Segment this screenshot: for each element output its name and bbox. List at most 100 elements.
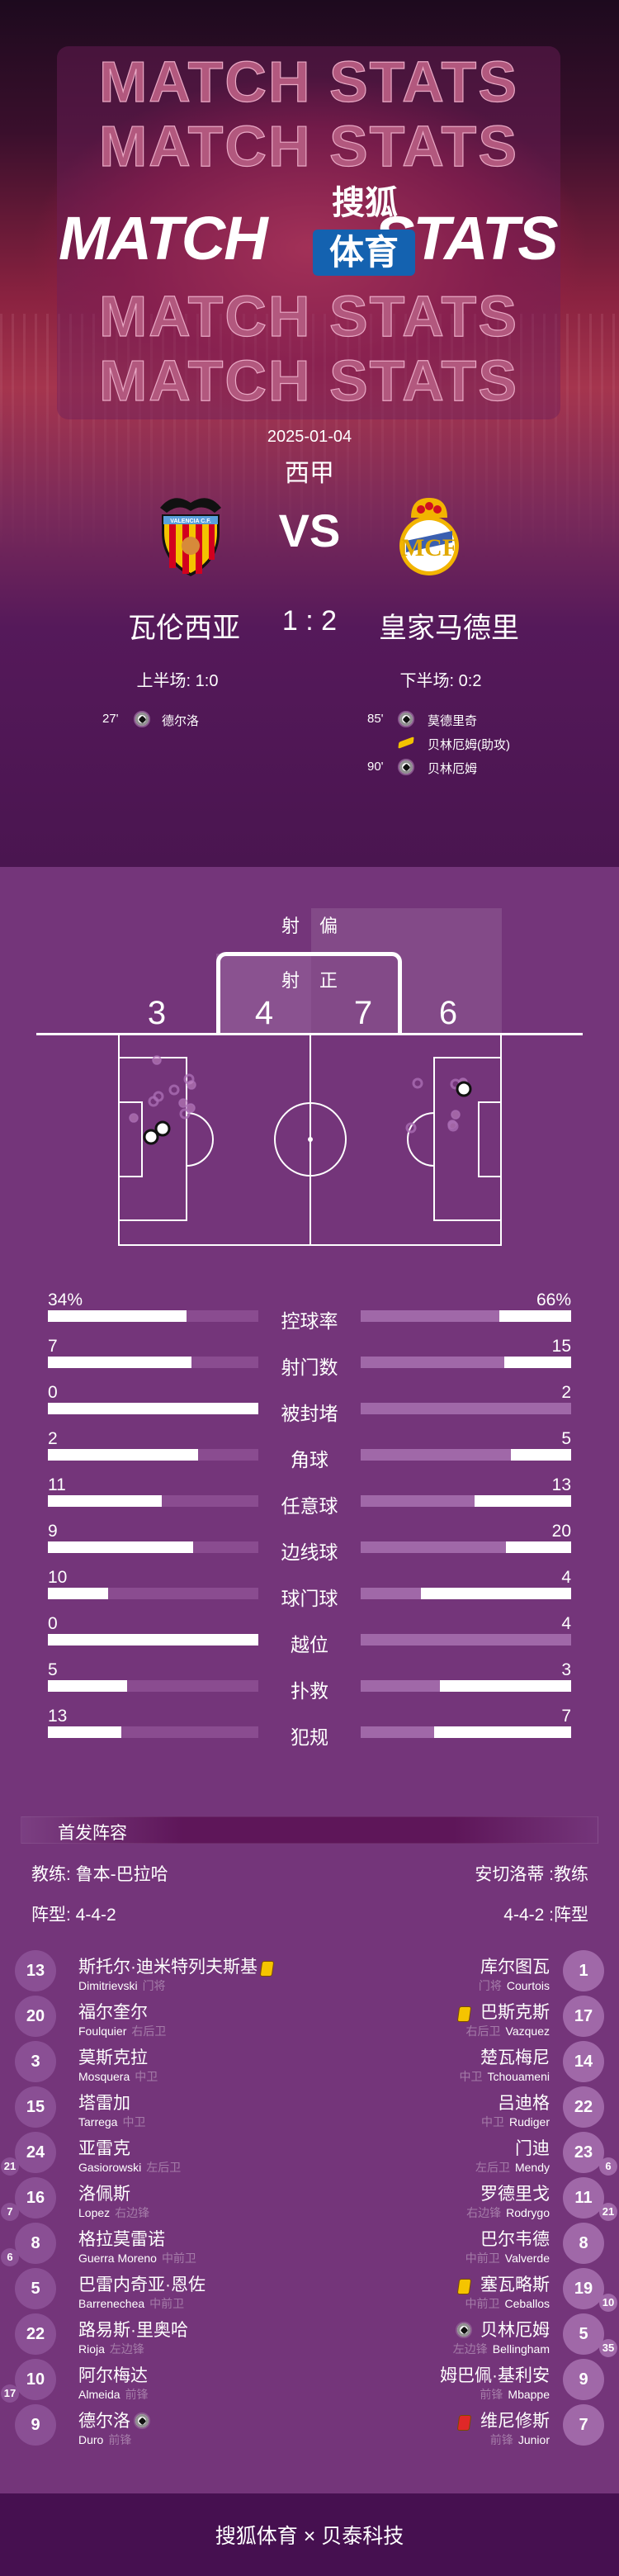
away-stat-value: 13	[551, 1475, 571, 1494]
player-number: 19	[563, 2268, 604, 2309]
away-stat-value: 2	[561, 1383, 571, 1402]
home-stat-value: 34%	[48, 1290, 83, 1309]
player-number: 5	[15, 2268, 56, 2309]
player-english-name: Lopez	[78, 2206, 111, 2219]
shot-marker	[178, 1098, 188, 1108]
away-stat-value: 5	[561, 1429, 571, 1448]
player-position: 门将	[478, 1979, 502, 1992]
player-position: 前锋	[125, 2388, 149, 2401]
player-en-row: 右边锋 Rodrygo	[461, 2204, 550, 2221]
stat-label: 角球	[291, 1449, 328, 1470]
off-target-label: 射偏	[281, 916, 358, 936]
player-name: 莫斯克拉	[78, 2044, 148, 2069]
player-name: 贝林厄姆	[452, 2317, 550, 2342]
goal-ball-icon	[398, 759, 414, 775]
away-goal-area	[478, 1101, 502, 1177]
player-en-row: 门将 Courtois	[474, 1977, 550, 1994]
sohu-logo-text: 搜狐	[332, 185, 398, 221]
first-half-score: 上半场: 1:0	[136, 672, 219, 690]
player-position: 中卫	[480, 2115, 504, 2129]
substitute-number: 21	[599, 2203, 617, 2221]
event-icon-wrap	[134, 2413, 150, 2429]
player-english-name: Bellingham	[492, 2342, 550, 2356]
player-position: 中前卫	[465, 2297, 500, 2310]
away-stat-bar	[361, 1541, 571, 1553]
substitute-number: 6	[599, 2157, 617, 2176]
event-icon-wrap	[456, 2278, 472, 2294]
stat-label: 射门数	[281, 1357, 338, 1378]
away-stat-value: 20	[551, 1522, 571, 1541]
player-number: 15	[15, 2086, 56, 2128]
player-name: 阿尔梅达	[78, 2362, 148, 2387]
player-position: 左边锋	[452, 2342, 488, 2356]
away-stat-fill	[361, 1403, 571, 1414]
away-stat-value: 3	[561, 1660, 571, 1679]
home-stat-fill	[107, 1588, 258, 1599]
player-english-name: Vazquez	[505, 2024, 550, 2038]
player-number: 20	[15, 1996, 56, 2037]
player-name-text: 贝林厄姆	[480, 2321, 550, 2340]
player-name-text: 巴尔韦德	[480, 2230, 550, 2249]
home-stat-fill	[162, 1495, 258, 1507]
stat-label: 扑救	[291, 1680, 328, 1702]
player-en-row: 中前卫 Valverde	[461, 2250, 550, 2266]
player-english-name: Tarrega	[78, 2115, 118, 2129]
player-name-text: 巴斯克斯	[480, 2003, 550, 2022]
shot-miss-marker	[412, 1077, 423, 1089]
lineup-header: 首发阵容	[21, 1816, 598, 1844]
player-name-text: 塞瓦略斯	[480, 2275, 550, 2294]
player-name: 维尼修斯	[455, 2408, 550, 2432]
home-stat-fill	[191, 1357, 258, 1368]
player-name-text: 巴雷内奇亚·恩佐	[78, 2275, 206, 2294]
yellow-card-icon	[456, 2006, 472, 2022]
home-penalty-arc	[186, 1112, 214, 1167]
home-goal-area	[118, 1101, 143, 1177]
goal-ball-icon	[398, 711, 414, 727]
away-stat-fill	[361, 1680, 440, 1692]
match-stats-title-box: MATCH STATS MATCH STATS MATCH STATS MATC…	[57, 46, 560, 419]
footer: 搜狐体育 × 贝泰科技	[0, 2493, 619, 2576]
ghost-title: MATCH STATS	[98, 348, 519, 413]
player-en-row: 前锋 Junior	[485, 2432, 550, 2448]
event-player: 贝林厄姆	[428, 762, 478, 776]
event-minute: 27'	[102, 712, 119, 726]
away-stat-fill	[361, 1588, 421, 1599]
player-en-row: Lopez 右边锋	[78, 2204, 154, 2221]
away-stat-value: 7	[561, 1707, 571, 1726]
away-stat-bar	[361, 1357, 571, 1368]
player-english-name: Rodrygo	[506, 2206, 550, 2219]
stat-label: 越位	[291, 1634, 328, 1655]
player-number: 22	[15, 2313, 56, 2355]
home-stat-value: 5	[48, 1660, 58, 1679]
lineup-title: 首发阵容	[58, 1824, 127, 1843]
event-player: 贝林厄姆(助攻)	[428, 738, 510, 752]
home-on-target: 4	[254, 995, 274, 1031]
home-stat-value: 0	[48, 1614, 58, 1633]
shot-miss-marker	[148, 1096, 159, 1107]
player-english-name: Junior	[517, 2433, 550, 2446]
player-english-name: Rudiger	[508, 2115, 550, 2129]
home-stat-value: 11	[48, 1475, 66, 1494]
away-stat-bar	[361, 1680, 571, 1692]
away-stat-bar	[361, 1726, 571, 1738]
away-stat-fill	[361, 1634, 571, 1646]
player-name-text: 洛佩斯	[78, 2185, 130, 2204]
player-name: 姆巴佩·基利安	[440, 2362, 550, 2387]
away-stat-value: 4	[561, 1614, 571, 1633]
home-stat-fill	[126, 1680, 258, 1692]
goal-frame	[216, 952, 402, 1035]
home-stat-value: 9	[48, 1522, 58, 1541]
player-name-text: 楚瓦梅尼	[480, 2048, 550, 2067]
svg-text:MCF: MCF	[401, 534, 457, 561]
final-score: 1 : 2	[281, 605, 338, 637]
title-match: MATCH	[59, 204, 268, 272]
player-number: 9	[15, 2404, 56, 2446]
sohu-sports-badge: 体育	[313, 230, 415, 276]
player-position: 中卫	[122, 2115, 146, 2129]
shot-marker	[129, 1113, 139, 1123]
center-spot	[308, 1137, 313, 1142]
substitute-number: 6	[1, 2248, 19, 2266]
shot-marker	[152, 1055, 162, 1065]
player-en-row: Mosquera 中卫	[78, 2068, 163, 2085]
away-stat-fill	[361, 1726, 435, 1738]
